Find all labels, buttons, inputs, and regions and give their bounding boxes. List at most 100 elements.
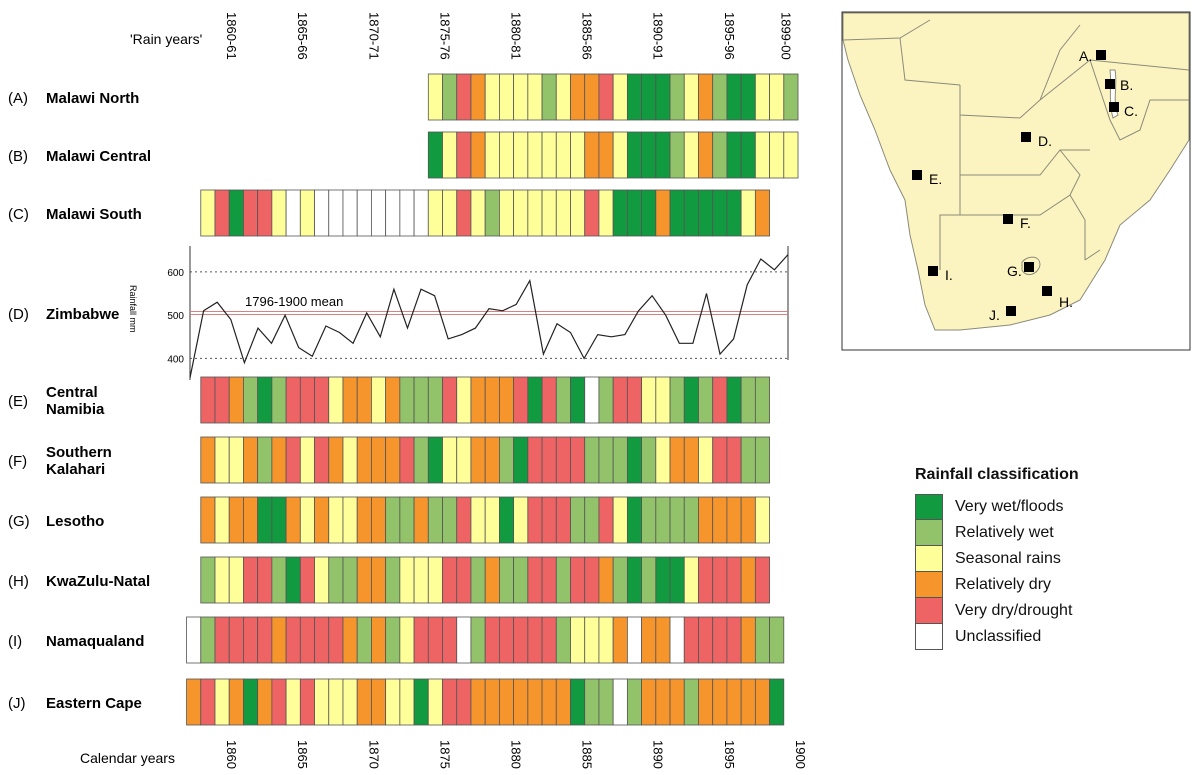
heatmap-cell (598, 376, 614, 424)
heatmap-row: (G) Lesotho (8, 496, 770, 544)
heatmap-cell (427, 73, 443, 121)
heatmap-cell (498, 616, 515, 664)
heatmap-cell (584, 496, 600, 544)
heatmap-cell (598, 73, 614, 121)
map-markers: A. B. C. D. E. F. G. H. I. J. (912, 48, 1138, 323)
map-marker-square (1021, 132, 1031, 142)
heatmap-cell (442, 73, 458, 121)
heatmap-cell (328, 496, 344, 544)
heatmap-cell (385, 376, 401, 424)
heatmap-cell (257, 616, 273, 664)
heatmap-cell (712, 556, 728, 604)
heatmap-cell (726, 678, 742, 726)
heatmap-cell (342, 496, 358, 544)
legend-label: Seasonal rains (955, 550, 1061, 567)
heatmap-cell (683, 616, 699, 664)
heatmap-cell (698, 131, 714, 179)
legend-item: Very dry/drought (915, 598, 1175, 624)
heatmap-cell (598, 131, 614, 179)
heatmap-cell (754, 189, 770, 237)
heatmap-cell (328, 376, 344, 424)
row-name: Namaqualand (46, 633, 144, 650)
heatmap-cell (698, 436, 714, 484)
heatmap-cell (328, 616, 344, 664)
heatmap-cell (612, 496, 628, 544)
heatmap-cell (413, 496, 429, 544)
heatmap-cell (484, 556, 500, 604)
row-letter: (B) (8, 148, 28, 165)
heatmap-cell (271, 436, 287, 484)
heatmap-cell (584, 189, 600, 237)
heatmap-cell (584, 556, 600, 604)
heatmap-cell (783, 131, 799, 179)
heatmap-cell (754, 436, 770, 484)
heatmap-cell (541, 131, 557, 179)
heatmap-cell (712, 436, 728, 484)
heatmap-cell (527, 131, 543, 179)
heatmap-cell (243, 436, 259, 484)
heatmap-cell (413, 436, 429, 484)
heatmap-cell (726, 189, 742, 237)
heatmap-cell (527, 376, 543, 424)
calendar-years-footer: Calendar years (80, 750, 175, 766)
rain-year-label: 1860-61 (224, 12, 239, 60)
heatmap-cell (399, 376, 415, 424)
heatmap-cell (555, 496, 571, 544)
heatmap-cell (385, 189, 401, 237)
zimbabwe-ytick-label: 600 (167, 268, 184, 279)
heatmap-cell (698, 556, 714, 604)
heatmap-cell (342, 376, 358, 424)
heatmap-cell (484, 376, 500, 424)
heatmap-cell (513, 73, 529, 121)
heatmap-cell (527, 496, 543, 544)
heatmap-cell (513, 678, 529, 726)
heatmap-cell (612, 131, 628, 179)
heatmap-cell (484, 678, 500, 726)
heatmap-cell (669, 131, 685, 179)
legend-item: Relatively wet (915, 520, 1175, 546)
heatmap-cell (257, 556, 273, 604)
heatmap-cell (626, 556, 643, 604)
heatmap-cell (243, 678, 259, 726)
heatmap-cell (513, 496, 529, 544)
heatmap-cell (698, 376, 714, 424)
heatmap-cell (356, 376, 372, 424)
heatmap-cell (669, 496, 685, 544)
heatmap-cell (541, 436, 557, 484)
heatmap-cell (243, 376, 259, 424)
map-border (960, 149, 1090, 176)
map-border (960, 149, 1081, 216)
heatmap-cell (598, 436, 614, 484)
heatmap-row: (C) Malawi South (8, 189, 770, 237)
heatmap-cell (598, 496, 614, 544)
map-border (1019, 24, 1081, 119)
heatmap-cell (470, 678, 486, 726)
legend-items: Very wet/floods Relatively wet Seasonal ra… (915, 494, 1175, 650)
heatmap-cell (769, 131, 785, 179)
legend-label: Very dry/drought (955, 602, 1073, 619)
legend-label: Unclassified (955, 628, 1042, 645)
heatmap-cell (442, 616, 458, 664)
heatmap-cell (456, 376, 472, 424)
heatmap-cell (641, 73, 657, 121)
heatmap-cell (669, 189, 685, 237)
heatmap-cell (754, 678, 770, 726)
heatmap-cell (612, 376, 628, 424)
heatmap-cell (271, 616, 287, 664)
heatmap-cell (655, 376, 671, 424)
legend-item: Very wet/floods (915, 494, 1175, 520)
row-letter: (G) (8, 513, 30, 530)
heatmap-cell (371, 376, 387, 424)
heatmap-cell (299, 616, 315, 664)
heatmap-cell (698, 616, 714, 664)
heatmap-cell (513, 436, 529, 484)
heatmap-cell (570, 376, 586, 424)
calendar-year-label: 1890 (651, 740, 666, 769)
heatmap-cell (754, 616, 770, 664)
heatmap-cell (299, 556, 315, 604)
heatmap-cell (754, 496, 770, 544)
heatmap-cell (442, 189, 458, 237)
heatmap-cell (427, 556, 443, 604)
heatmap-cell (470, 616, 486, 664)
row-name: Central (46, 384, 98, 401)
